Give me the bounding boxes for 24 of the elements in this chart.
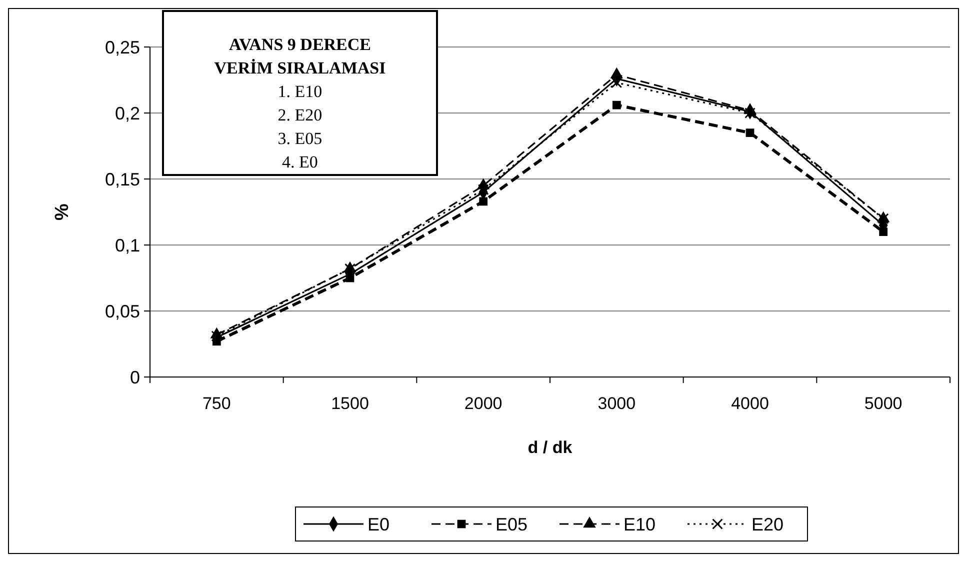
x-tick-label: 5000: [864, 394, 902, 413]
x-tick-label: 4000: [731, 394, 769, 413]
y-tick-label: 0,25: [104, 37, 140, 58]
x-tick-label: 1500: [331, 394, 369, 413]
y-tick-label: 0,2: [114, 103, 140, 124]
legend-label: E05: [496, 514, 528, 534]
x-axis-title: d / dk: [528, 438, 573, 457]
x-tick-label: 3000: [598, 394, 636, 413]
annotation: 3. E05: [278, 129, 322, 148]
annotation: VERİM SIRALAMASI: [214, 58, 386, 78]
x-tick-label: 750: [202, 394, 231, 413]
y-tick-label: 0,05: [104, 301, 140, 322]
legend-label: E10: [624, 514, 656, 534]
y-tick-label: 0,15: [104, 169, 140, 190]
annotation: 1. E10: [278, 82, 322, 101]
x-tick-label: 2000: [464, 394, 502, 413]
y-axis-title: %: [52, 203, 73, 220]
legend-label: E20: [752, 514, 784, 534]
annotation: 2. E20: [278, 106, 322, 124]
annotation: 4. E0: [282, 152, 318, 172]
annotation: AVANS 9 DERECE: [228, 35, 372, 54]
y-tick-label: 0: [130, 367, 140, 388]
y-tick-label: 0,1: [114, 235, 140, 256]
legend-label: E0: [368, 514, 390, 534]
